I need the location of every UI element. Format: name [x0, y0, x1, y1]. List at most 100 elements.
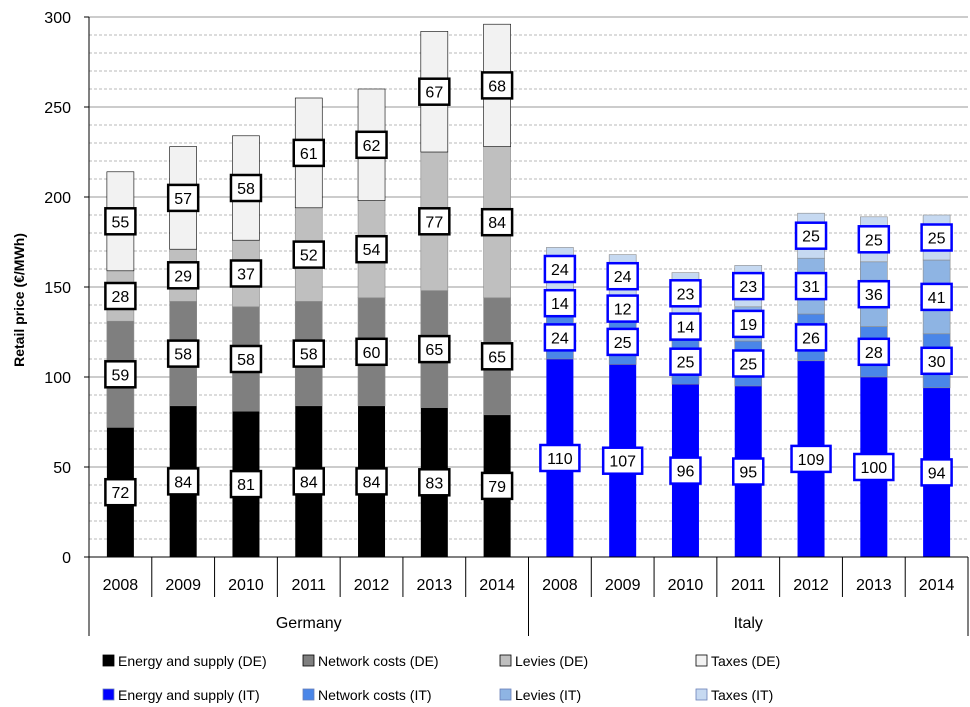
data-label: 84 [488, 215, 506, 232]
data-label: 25 [739, 357, 757, 374]
data-label-box [543, 323, 577, 352]
data-label-box [920, 282, 953, 312]
data-label-box [920, 346, 953, 376]
data-label: 28 [111, 289, 129, 306]
data-label: 24 [614, 269, 632, 286]
data-label-box [229, 173, 263, 203]
data-label-box [920, 223, 953, 252]
data-label-box [732, 457, 765, 486]
y-tick-label: 50 [53, 460, 71, 477]
data-label-box [601, 446, 644, 475]
data-label-box [229, 469, 263, 499]
data-label-box [669, 312, 702, 341]
data-label: 79 [488, 479, 506, 496]
data-label: 25 [865, 232, 883, 249]
legend-label: Network costs (DE) [318, 653, 439, 669]
data-label-box [166, 261, 200, 290]
data-label: 84 [363, 474, 381, 491]
data-label-box [920, 458, 953, 487]
gridlines [89, 16, 968, 540]
data-label-box [418, 468, 451, 497]
data-label: 12 [614, 302, 632, 319]
data-label-box [669, 347, 702, 376]
data-label-box [539, 443, 581, 473]
data-label: 61 [300, 146, 318, 163]
data-label-box [790, 444, 832, 474]
data-label: 84 [300, 474, 318, 491]
data-label-box [669, 456, 702, 485]
data-label: 60 [363, 345, 381, 362]
data-label-box [418, 77, 451, 106]
x-tick-label: 2009 [605, 577, 641, 594]
y-tick-label: 100 [44, 370, 71, 387]
data-label-box [104, 477, 137, 507]
data-label-box [853, 452, 895, 482]
data-label-box [480, 342, 514, 371]
data-label-box [606, 327, 639, 357]
x-tick-label: 2009 [165, 577, 201, 594]
data-label-box [166, 467, 200, 496]
data-label: 23 [739, 279, 757, 296]
data-label: 96 [677, 464, 695, 481]
data-label: 83 [425, 475, 443, 492]
data-label: 67 [425, 85, 443, 102]
y-tick-label: 300 [44, 10, 71, 27]
data-label-box [104, 360, 137, 389]
data-label-box [794, 323, 828, 352]
data-label-box [166, 183, 200, 213]
legend-swatch [102, 654, 115, 667]
legend-swatch [499, 654, 512, 667]
data-label: 72 [111, 485, 129, 502]
data-label: 30 [928, 354, 946, 371]
data-label-box [292, 138, 325, 168]
data-label-box [794, 271, 828, 301]
data-label: 29 [174, 268, 192, 285]
data-label: 81 [237, 477, 255, 494]
x-tick-label: 2013 [417, 577, 453, 594]
data-label: 65 [425, 342, 443, 359]
legend-label: Taxes (IT) [711, 687, 773, 703]
x-tick-label: 2011 [292, 577, 327, 594]
data-label-box [857, 337, 891, 367]
data-label: 107 [609, 454, 636, 471]
data-label: 25 [677, 355, 695, 372]
group-label: Germany [276, 615, 342, 632]
legend-label: Energy and supply (DE) [118, 653, 267, 669]
data-label: 19 [739, 317, 757, 334]
data-label: 109 [798, 452, 825, 469]
data-label: 23 [677, 286, 695, 303]
data-label-box [355, 467, 388, 496]
data-label-box [543, 254, 577, 284]
data-label-box [669, 279, 702, 308]
data-label-box [355, 337, 388, 367]
data-label: 95 [739, 465, 757, 482]
x-tick-label: 2008 [103, 577, 139, 594]
data-label: 41 [928, 290, 946, 307]
data-label-box [794, 221, 828, 250]
data-label-box [857, 225, 891, 254]
data-label: 52 [300, 248, 318, 265]
data-label-box [606, 261, 639, 291]
data-label: 100 [860, 460, 887, 477]
data-label: 54 [363, 242, 381, 259]
data-label-box [418, 207, 451, 236]
data-label: 55 [111, 214, 129, 231]
y-tick-label: 250 [44, 100, 71, 117]
data-label: 25 [614, 335, 632, 352]
x-tick-label: 2012 [354, 577, 390, 594]
x-tick-label: 2008 [542, 577, 578, 594]
data-label-box [480, 71, 514, 100]
data-label: 58 [300, 347, 318, 364]
legend-label: Taxes (DE) [711, 653, 780, 669]
data-label: 14 [677, 320, 695, 337]
data-label: 57 [174, 191, 192, 208]
data-label-box [166, 339, 200, 368]
data-label-box [418, 334, 451, 364]
data-label-box [857, 279, 891, 309]
legend-swatch [302, 688, 315, 701]
legend: Energy and supply (DE) Network costs (DE)… [102, 653, 780, 703]
data-label: 62 [363, 138, 381, 155]
data-label: 31 [802, 279, 820, 296]
data-label-box [732, 349, 765, 378]
data-label: 28 [865, 345, 883, 362]
